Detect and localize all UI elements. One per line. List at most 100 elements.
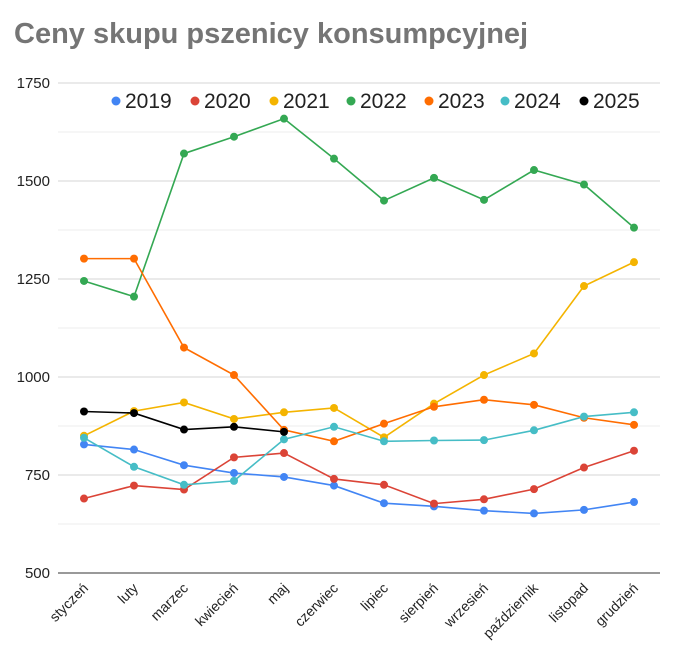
data-point-2024 <box>530 426 538 435</box>
series-line-2020 <box>83 449 635 505</box>
x-tick-label: lipiec <box>357 580 391 614</box>
data-point-2019 <box>580 505 588 514</box>
x-axis: styczeń luty marzec kwiecień maj czerwiec lipi… <box>46 579 641 641</box>
x-tick-label: listopad <box>546 580 591 625</box>
legend-marker-2025 <box>579 96 589 106</box>
data-point-2019 <box>530 509 538 518</box>
data-point-2024 <box>630 408 638 417</box>
x-tick-label: grudzień <box>592 580 641 629</box>
x-tick-label: luty <box>114 580 141 607</box>
data-point-2020 <box>130 481 138 490</box>
data-point-2021 <box>330 403 338 412</box>
x-tick-label: sierpień <box>395 580 441 626</box>
data-point-2020 <box>430 499 438 508</box>
data-point-2022 <box>580 180 588 189</box>
x-tick-label: marzec <box>147 580 191 624</box>
data-point-2020 <box>380 480 388 489</box>
data-point-2022 <box>480 195 488 204</box>
data-point-2024 <box>80 433 88 442</box>
data-point-2021 <box>630 258 638 267</box>
y-tick-label: 750 <box>25 467 50 484</box>
legend-marker-2022 <box>346 96 356 106</box>
data-point-2020 <box>80 494 88 503</box>
legend-label-2023: 2023 <box>438 90 485 113</box>
data-point-2020 <box>580 463 588 472</box>
data-point-2019 <box>380 499 388 508</box>
data-point-2022 <box>230 132 238 141</box>
data-point-2021 <box>480 371 488 380</box>
data-point-2020 <box>230 453 238 462</box>
data-point-2022 <box>330 154 338 163</box>
x-tick-label: czerwiec <box>291 580 341 630</box>
data-point-2021 <box>280 408 288 417</box>
data-point-2021 <box>180 398 188 407</box>
y-tick-label: 1250 <box>17 271 50 288</box>
data-point-2022 <box>530 166 538 175</box>
series-line-2023 <box>84 257 635 443</box>
data-point-2023 <box>530 400 538 409</box>
series-line-2021 <box>83 261 635 439</box>
data-point-2020 <box>630 446 638 455</box>
series-layer <box>80 114 638 518</box>
data-point-2019 <box>330 481 338 490</box>
data-point-2025 <box>80 407 88 416</box>
data-point-2023 <box>630 420 638 429</box>
data-point-2019 <box>480 506 488 515</box>
data-point-2022 <box>130 292 138 301</box>
data-point-2022 <box>430 173 438 182</box>
data-point-2021 <box>530 349 538 358</box>
data-point-2025 <box>230 422 238 431</box>
legend: 2019 2020 2021 2022 2023 2024 2025 <box>111 90 640 113</box>
x-tick-label: styczeń <box>46 580 91 625</box>
data-point-2019 <box>180 461 188 470</box>
data-point-2022 <box>630 223 638 232</box>
data-point-2020 <box>280 449 288 458</box>
data-point-2025 <box>280 427 288 436</box>
chart-title: Ceny skupu pszenicy konsumpcyjnej <box>14 18 529 50</box>
y-tick-label: 1000 <box>17 369 50 386</box>
data-point-2019 <box>130 445 138 454</box>
data-point-2024 <box>130 462 138 471</box>
legend-label-2019: 2019 <box>125 90 172 113</box>
data-point-2024 <box>330 422 338 431</box>
legend-marker-2019 <box>111 96 121 106</box>
data-point-2023 <box>430 402 438 411</box>
x-tick-label: maj <box>264 580 291 607</box>
legend-label-2025: 2025 <box>593 90 640 113</box>
data-point-2023 <box>80 254 88 263</box>
data-point-2022 <box>180 149 188 158</box>
data-point-2019 <box>230 469 238 478</box>
x-tick-label: wrzesień <box>440 580 491 631</box>
data-point-2021 <box>230 414 238 423</box>
data-point-2020 <box>330 474 338 483</box>
data-point-2024 <box>430 436 438 445</box>
legend-marker-2024 <box>500 96 510 106</box>
legend-label-2022: 2022 <box>360 90 407 113</box>
data-point-2023 <box>130 254 138 263</box>
series-line-2022 <box>83 117 635 298</box>
data-point-2022 <box>380 196 388 205</box>
data-point-2023 <box>230 371 238 380</box>
x-tick-label: kwiecień <box>192 580 241 629</box>
x-tick-label: październik <box>480 579 542 641</box>
legend-marker-2020 <box>190 96 200 106</box>
data-point-2023 <box>380 419 388 428</box>
series-line-2024 <box>83 411 635 486</box>
data-point-2022 <box>80 276 88 285</box>
data-point-2024 <box>380 437 388 446</box>
data-point-2024 <box>180 480 188 489</box>
data-point-2020 <box>480 495 488 504</box>
data-point-2024 <box>230 476 238 485</box>
legend-label-2024: 2024 <box>514 90 561 113</box>
data-point-2024 <box>480 436 488 445</box>
data-point-2019 <box>280 472 288 481</box>
y-tick-label: 1750 <box>17 75 50 92</box>
y-tick-label: 1500 <box>17 173 50 190</box>
data-point-2024 <box>580 412 588 421</box>
y-axis: 500 750 1000 1250 1500 1750 <box>17 75 50 582</box>
data-point-2023 <box>330 437 338 446</box>
y-tick-label: 500 <box>25 565 50 582</box>
data-point-2025 <box>180 425 188 434</box>
data-point-2023 <box>480 395 488 404</box>
